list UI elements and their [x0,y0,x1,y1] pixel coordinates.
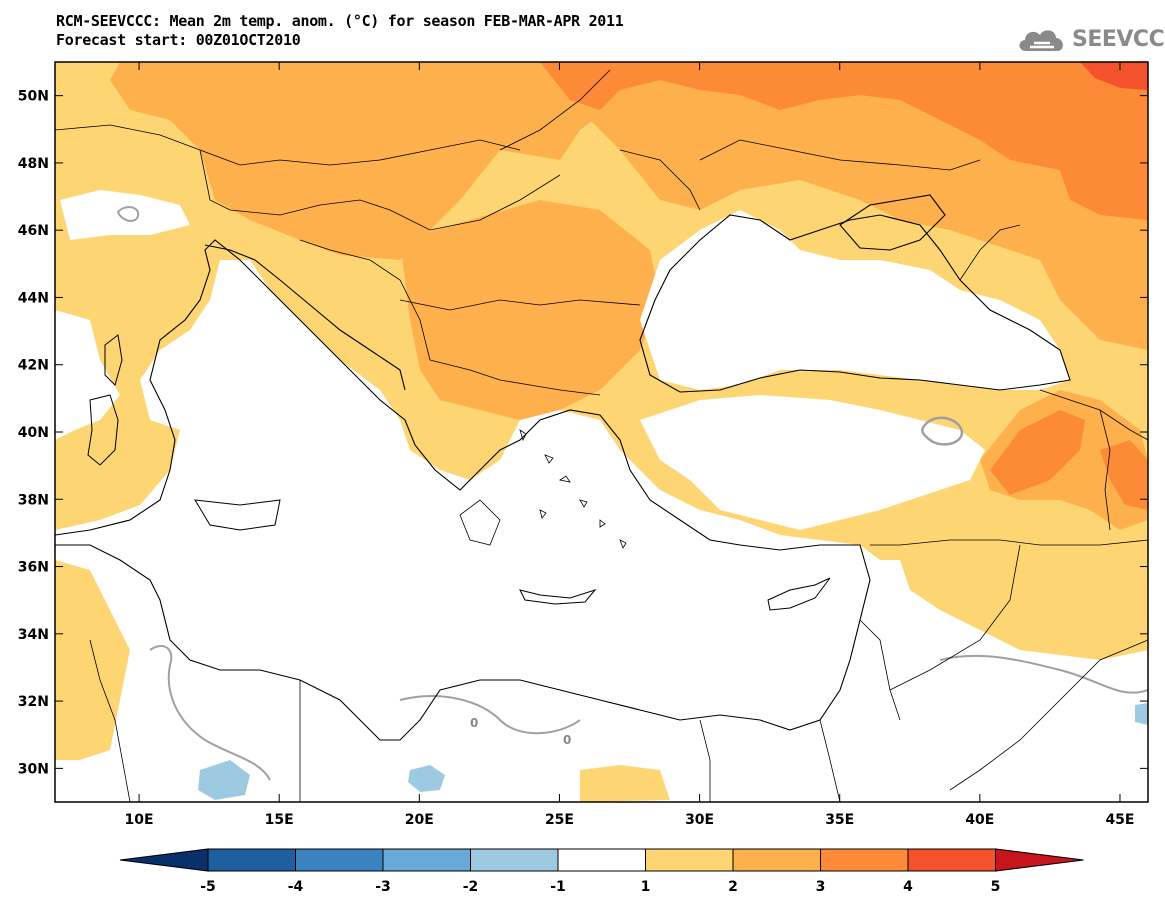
lon-tick-label: 15E [265,812,294,828]
anomaly-2-3-balkans [400,200,660,420]
anomaly-minus1-minus2-libya-2 [408,765,445,792]
coastline-cyprus [767,577,831,611]
colorbar-label: -3 [375,879,391,895]
coastline-crete [519,589,597,605]
contour-label-2: 0 [563,733,571,747]
neutral-alps [60,190,190,240]
aegean-islands [459,429,627,549]
zero-contour-alps [116,206,140,222]
colorbar-swatch [470,848,559,872]
neutral-mediterranean [55,260,1148,802]
logo-text: SEEVCCC [1072,26,1165,52]
anomaly-3-4-east [540,62,1148,220]
lon-tick-label: 40E [965,812,994,828]
coastline-sicily [194,499,281,531]
coastline-adriatic [204,244,406,391]
seevccc-logo: SEEVCCC [1016,22,1165,56]
lat-tick-label: 46N [18,223,49,239]
lon-tick-label: 35E [825,812,854,828]
lat-tick-label: 34N [18,627,49,643]
colorbar-swatch [645,848,734,872]
country-borders [55,69,1148,802]
lat-tick-label: 36N [18,560,49,576]
zero-contour-anatolia [921,416,964,446]
neutral-black-sea [640,210,1070,390]
lon-tick-label: 45E [1105,812,1134,828]
colorbar-swatch [907,848,996,872]
temperature-field: 0 0 [55,62,1148,802]
neutral-central-anatolia [640,395,985,530]
colorbar-min-arrow [119,848,209,872]
colorbar-swatch [557,848,646,872]
colorbar-label: 1 [641,879,651,895]
colorbar-label: -1 [550,879,566,895]
lon-tick-label: 25E [545,812,574,828]
colorbar-label: 5 [991,879,1001,895]
lat-tick-label: 48N [18,156,49,172]
colorbar: -5 -4 -3 -2 -1 1 2 3 4 5 [119,848,1084,895]
axis-ticks: 10E 15E 20E 25E 30E 35E 40E 45E 50N 48N 46N 44N 42N 4… [18,62,1148,828]
title-line-2: Forecast start: 00Z01OCT2010 [56,31,301,49]
lon-tick-label: 10E [125,812,154,828]
colorbar-label: 4 [903,879,913,895]
colorbar-label: 2 [728,879,738,895]
coastline-black-sea [639,214,1071,393]
lat-tick-label: 38N [18,492,49,508]
colorbar-label: -4 [288,879,304,895]
colorbar-label: -2 [463,879,479,895]
lon-tick-label: 30E [685,812,714,828]
anomaly-3-4-caucasus [990,410,1085,495]
colorbar-swatch [732,848,821,872]
colorbar-label: 3 [816,879,826,895]
colorbar-swatch [382,848,471,872]
anomaly-3-4-east-turkey [1100,440,1148,510]
lat-tick-label: 50N [18,89,49,105]
lat-tick-label: 42N [18,358,49,374]
neutral-italy-west [55,310,120,440]
contour-label-1: 0 [470,716,478,730]
lon-tick-label: 20E [405,812,434,828]
title-line-1: RCM-SEEVCCC: Mean 2m temp. anom. (°C) fo… [56,12,624,30]
colorbar-max-arrow [995,848,1084,872]
coastline-mediterranean [55,239,871,741]
anomaly-4-5-northeast [1080,62,1148,90]
lat-tick-label: 40N [18,425,49,441]
coastline-crimea [839,194,946,251]
map-title: RCM-SEEVCCC: Mean 2m temp. anom. (°C) fo… [56,12,624,50]
zero-contour-africa-1 [149,645,271,781]
anomaly-minus1-minus2-libya [198,760,250,800]
colorbar-swatch [820,848,909,872]
lat-tick-label: 32N [18,694,49,710]
zero-contour-africa-3 [939,654,1148,694]
anomaly-1-2-egypt [580,765,670,802]
cloud-icon [1019,30,1063,51]
colorbar-label: -5 [200,879,216,895]
anomaly-1-2-levant [900,540,1040,620]
lat-tick-label: 44N [18,290,49,306]
lat-tick-label: 30N [18,761,49,777]
zero-contour-africa-2 [399,695,581,735]
colorbar-swatch [207,848,296,872]
coastline-sardinia [87,394,119,466]
colorbar-swatch [295,848,384,872]
anomaly-minus1-minus2-east [1135,703,1148,725]
coastline-corsica [104,334,123,386]
